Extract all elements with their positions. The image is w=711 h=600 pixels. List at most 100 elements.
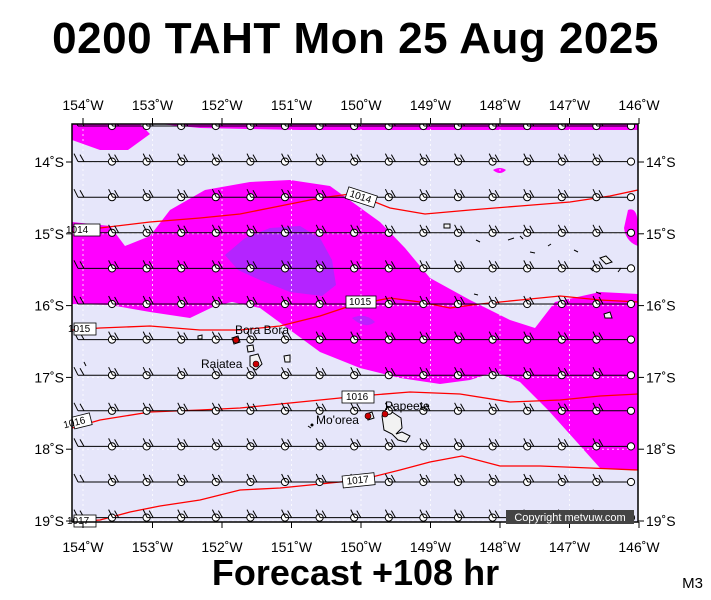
wind-barb [592,188,636,202]
copyright-box [506,510,634,524]
wind-barb [73,331,117,344]
lat-label-left: 16˚S [34,298,64,314]
wind-barb [177,224,220,237]
wind-barb [315,224,359,237]
wind-barb [315,402,359,415]
wind-barb [246,153,290,166]
wind-barb [246,473,290,487]
model-code: M3 [682,575,703,592]
wind-barb [246,402,290,415]
isobar-label-1017-mid: 1017 [341,472,376,489]
wind-barb [488,438,532,451]
wind-barb [281,438,324,451]
rain-heavy-small [352,315,375,326]
raiatea-marker [252,360,260,368]
raiatea-label: Raiatea [201,357,243,371]
wind-barb [108,438,151,451]
wind-barb [592,402,636,415]
wind-barb [73,473,117,487]
lat-label-left: 17˚S [34,369,64,385]
rain-area-top [72,124,150,150]
wind-barb [488,331,532,344]
wind-barb [454,402,497,415]
map-ticks [66,118,644,528]
wind-barb [246,438,290,451]
lat-label-right: 14˚S [646,154,676,170]
wind-barb [384,509,428,522]
wind-barb [177,438,220,451]
wind-barb [488,473,532,487]
wind-barb [108,260,151,273]
wind-barb [281,188,324,202]
wind-barb [142,366,186,380]
papeete-marker [381,410,389,418]
wind-barb [488,402,532,415]
wind-barb [281,331,324,344]
map-title: 0200 TAHT Mon 25 Aug 2025 [52,14,659,63]
wind-barb [211,188,255,202]
wind-barb [73,402,117,415]
wind-barb [384,295,428,309]
wind-barb [384,331,428,344]
isobar-label-1014-west: 1014 [66,223,101,237]
lon-label-top: 147˚W [549,97,591,113]
lon-label-bottom: 152˚W [201,539,243,555]
wind-barb [592,438,636,451]
wind-barb [281,153,324,166]
wind-barb [108,224,151,237]
moorea-dot [310,423,314,427]
wind-barb [523,473,566,487]
lat-label-right: 19˚S [646,513,676,529]
wind-barb [142,402,186,415]
wind-barb [281,366,324,380]
isobar-label-text: 1016 [346,392,369,403]
wind-barb [419,260,463,273]
wind-barb [488,260,532,273]
lat-label-right: 16˚S [646,298,676,314]
wind-barb [384,260,428,273]
isobar-labels: 1014 1014 1015 1015 1016 1016 1017 1017 [62,186,378,528]
wind-barb [350,366,393,380]
rain-heavy-core [225,226,336,296]
wind-barb [592,473,636,487]
atoll-3 [603,311,613,319]
moorea-marker [364,412,372,420]
tupai-island [246,344,255,353]
wind-barb [211,366,255,380]
bora-bora-marker [232,336,240,344]
wind-barb [142,473,186,487]
wind-barb [108,331,151,344]
isobar-label-1016-mid: 1016 [341,390,375,404]
forecast-label: Forecast +108 hr [211,552,500,593]
wind-barb [592,224,636,237]
wind-barb [246,509,290,522]
lat-label-right: 17˚S [646,369,676,385]
lat-label-left: 18˚S [34,441,64,457]
wind-barb [557,402,601,415]
wind-barb [142,260,186,273]
tahiti-island [381,411,411,443]
bora-bora-label: Bora Bora [235,323,289,337]
wind-barb [454,295,497,309]
wind-barb [384,366,428,380]
lon-label-top: 151˚W [271,97,313,113]
wind-barb [523,295,566,309]
latitude-labels-left: 14˚S 15˚S 16˚S 17˚S 18˚S 19˚S [34,154,64,529]
lat-label-left: 19˚S [34,513,64,529]
wind-barb [211,473,255,487]
longitude-labels-top: 154˚W 153˚W 152˚W 151˚W 150˚W 149˚W 148˚W 147˚W… [62,97,660,113]
wind-barb [281,509,324,522]
lon-label-top: 154˚W [62,97,104,113]
lon-label-top: 153˚W [132,97,174,113]
lat-label-left: 14˚S [34,154,64,170]
wind-barb [211,260,255,273]
wind-barb [488,295,532,309]
wind-barb [488,188,532,202]
tuamotu-atolls [83,235,622,429]
wind-barb [211,402,255,415]
wind-barb [177,153,220,166]
wind-barb [350,224,393,237]
wind-barb [108,188,151,202]
wind-barb [454,438,497,451]
